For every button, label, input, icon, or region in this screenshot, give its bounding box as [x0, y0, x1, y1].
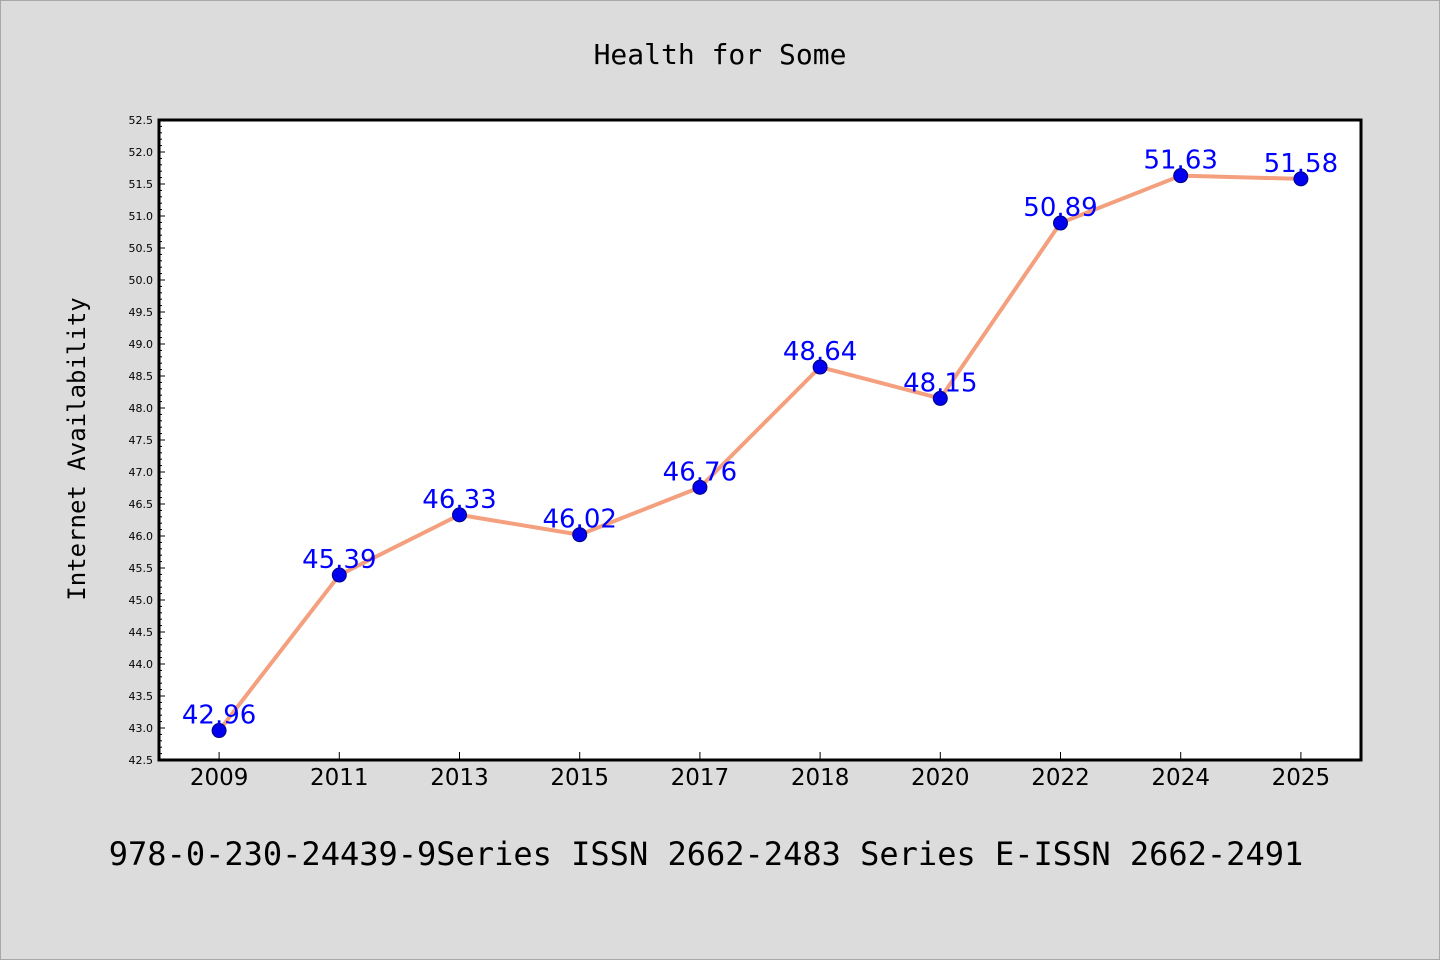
- data-point-label: 46.33: [422, 485, 496, 515]
- y-tick-label: 42.5: [129, 754, 154, 767]
- x-tick-label: 2024: [1151, 765, 1210, 791]
- data-point-marker: [331, 567, 347, 583]
- y-tick-label: 52.5: [129, 114, 154, 127]
- data-point-marker: [572, 527, 588, 543]
- data-point-label: 46.76: [663, 457, 737, 487]
- data-point-label: 50.89: [1023, 193, 1097, 223]
- y-tick-label: 46.5: [129, 498, 154, 511]
- data-point-marker: [932, 390, 948, 406]
- data-point-marker: [812, 359, 828, 375]
- data-point-label: 51.63: [1143, 146, 1217, 176]
- series-line-layer: [217, 173, 1301, 732]
- y-tick-label: 44.0: [129, 658, 154, 671]
- series-line: [217, 173, 1301, 732]
- x-tick-label: 2018: [791, 765, 850, 791]
- y-tick-label: 50.0: [129, 274, 154, 287]
- y-tick-label: 52.0: [129, 146, 154, 159]
- y-tick-label: 49.0: [129, 338, 154, 351]
- footer-isbn-issn: 978-0-230-24439-9Series ISSN 2662-2483 S…: [109, 835, 1303, 873]
- y-tick-label: 46.0: [129, 530, 154, 543]
- data-point-marker: [1053, 215, 1068, 231]
- y-tick-label: 45.5: [129, 562, 154, 575]
- y-tick-label: 48.0: [129, 402, 154, 415]
- y-tick-label: 47.5: [129, 434, 154, 447]
- y-tick-label: 49.5: [129, 306, 154, 319]
- data-point-label: 48.64: [783, 337, 857, 367]
- y-axis-ticks: 42.5 43.0 43.5 44.0 44.5 45.0 45.5 46.0 46.5 47.0…: [129, 114, 165, 767]
- x-axis-ticks: 2009 2011 2013 2015 2017 2018 2020 2022 2024 2025: [190, 752, 1330, 791]
- y-tick-label: 45.0: [129, 594, 154, 607]
- data-point-marker: [1293, 171, 1309, 187]
- y-tick-label: 43.0: [129, 722, 154, 735]
- y-tick-label: 44.5: [129, 626, 154, 639]
- x-tick-label: 2020: [911, 765, 970, 791]
- x-tick-label: 2022: [1031, 765, 1090, 791]
- data-point-marker: [1173, 168, 1189, 184]
- data-point-marker: [211, 723, 227, 739]
- y-tick-label: 51.5: [129, 178, 154, 191]
- marker-layer: [211, 168, 1309, 739]
- data-point-label: 42.96: [182, 701, 256, 731]
- y-axis-label: Internet Availability: [63, 297, 91, 600]
- x-tick-label: 2009: [190, 765, 249, 791]
- data-point-label: 51.58: [1264, 149, 1338, 179]
- data-point-marker: [452, 507, 467, 523]
- data-point-label: 46.02: [542, 505, 616, 535]
- y-tick-label: 48.5: [129, 370, 154, 383]
- y-tick-label: 43.5: [129, 690, 154, 703]
- x-tick-label: 2015: [550, 765, 609, 791]
- x-tick-label: 2017: [671, 765, 730, 791]
- data-label-layer: 42.96 45.39 46.33 46.02 46.76 48.64 48.15 50.89…: [182, 146, 1338, 731]
- y-tick-label: 50.5: [129, 242, 154, 255]
- data-point-marker: [692, 479, 708, 495]
- y-tick-label: 51.0: [129, 210, 154, 223]
- chart-title: Health for Some: [594, 38, 847, 71]
- plot-area: [157, 118, 1363, 762]
- data-point-label: 48.15: [903, 368, 977, 398]
- data-point-label: 45.39: [302, 545, 376, 575]
- x-tick-label: 2011: [310, 765, 369, 791]
- x-tick-label: 2025: [1272, 765, 1331, 791]
- x-tick-label: 2013: [430, 765, 489, 791]
- y-tick-label: 47.0: [129, 466, 154, 479]
